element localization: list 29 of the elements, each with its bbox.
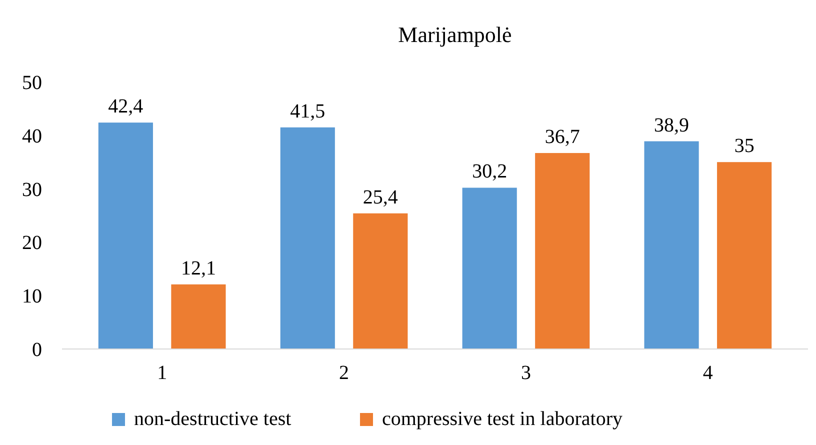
bar — [353, 213, 408, 349]
data-label: 36,7 — [544, 126, 580, 148]
data-label: 25,4 — [362, 186, 398, 208]
y-tick-label: 20 — [22, 232, 42, 254]
legend-label: compressive test in laboratory — [382, 408, 622, 430]
bar — [171, 284, 226, 349]
x-tick-label: 2 — [339, 362, 350, 384]
y-tick-label: 0 — [32, 339, 42, 361]
legend-label: non-destructive test — [134, 408, 292, 430]
data-label: 35 — [734, 135, 754, 158]
data-label: 38,9 — [654, 114, 690, 136]
y-tick-label: 10 — [22, 286, 42, 308]
bar — [535, 153, 590, 349]
x-tick-label: 3 — [520, 362, 531, 384]
x-tick-label: 4 — [702, 362, 713, 384]
bar — [717, 162, 772, 349]
bar — [98, 122, 153, 349]
y-tick-label: 40 — [22, 125, 42, 148]
data-label: 30,2 — [472, 160, 508, 183]
y-tick-label: 50 — [22, 72, 42, 94]
bar — [462, 188, 517, 349]
y-tick-label: 30 — [22, 178, 42, 201]
data-label: 12,1 — [180, 257, 216, 280]
x-tick-label: 1 — [157, 362, 168, 384]
data-label: 41,5 — [290, 100, 326, 122]
data-label: 42,4 — [108, 96, 144, 118]
bar — [644, 141, 699, 349]
chart-title: Marijampolė — [398, 22, 512, 47]
bar — [280, 127, 335, 349]
